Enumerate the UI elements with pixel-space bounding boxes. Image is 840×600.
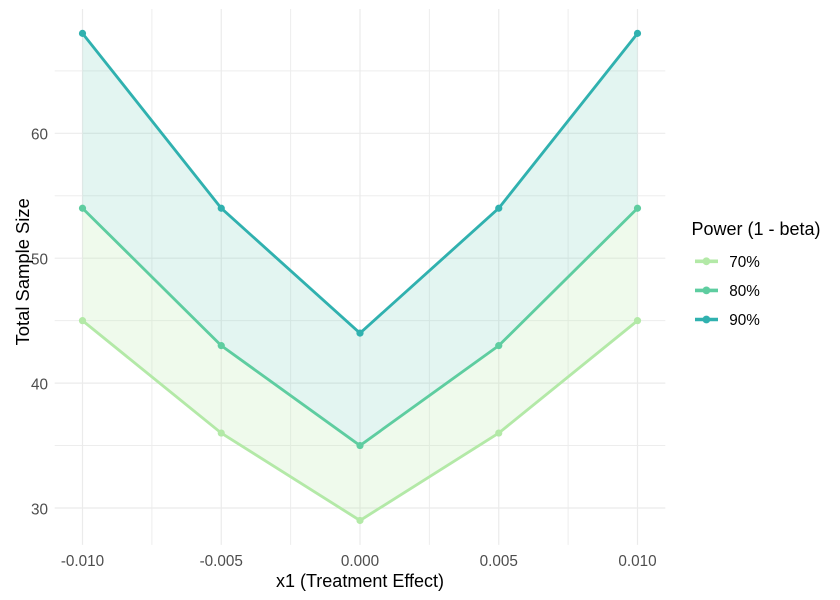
- svg-text:0.010: 0.010: [618, 553, 656, 570]
- svg-text:70%: 70%: [729, 254, 760, 271]
- svg-text:Total Sample Size: Total Sample Size: [12, 198, 33, 345]
- svg-text:50: 50: [31, 252, 48, 269]
- svg-text:90%: 90%: [729, 312, 760, 329]
- svg-text:30: 30: [31, 501, 48, 518]
- svg-text:x1 (Treatment Effect): x1 (Treatment Effect): [276, 571, 444, 591]
- svg-text:80%: 80%: [729, 283, 760, 300]
- svg-text:-0.010: -0.010: [61, 553, 104, 570]
- svg-text:Power (1 - beta): Power (1 - beta): [692, 219, 821, 239]
- svg-text:-0.005: -0.005: [200, 553, 243, 570]
- svg-text:40: 40: [31, 377, 48, 394]
- svg-text:0.005: 0.005: [480, 553, 518, 570]
- svg-text:0.000: 0.000: [341, 553, 379, 570]
- svg-text:60: 60: [31, 127, 48, 144]
